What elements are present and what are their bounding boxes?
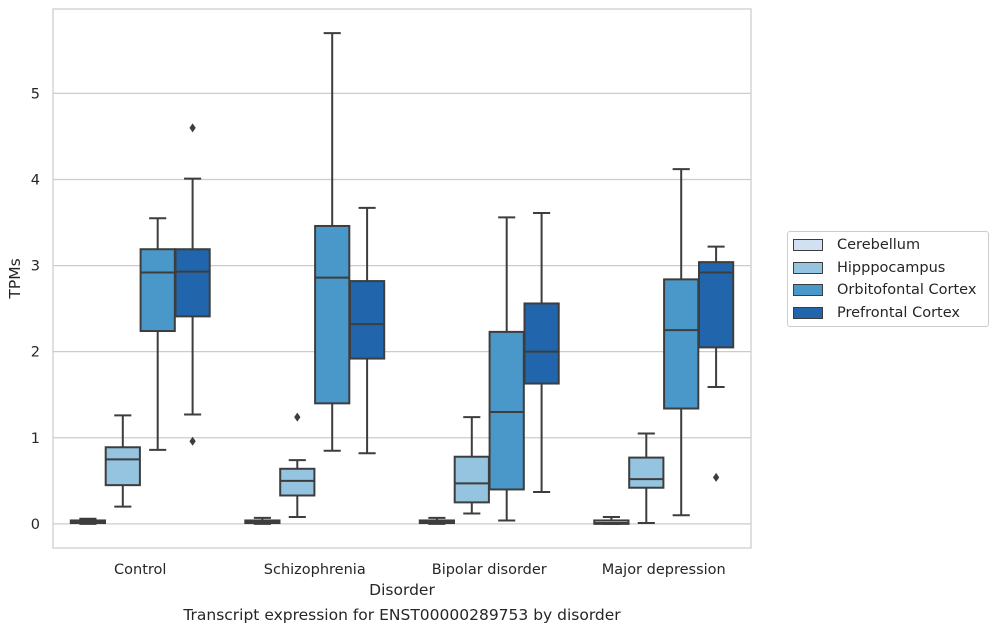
y-tick-label: 4 [31, 172, 40, 188]
y-tick-label: 3 [31, 259, 40, 275]
box-cerebellum-2 [418, 516, 456, 525]
y-tick-label: 0 [31, 517, 40, 533]
legend-swatch [793, 261, 823, 274]
legend-swatch [793, 284, 823, 296]
outlier-point [189, 436, 196, 446]
box-prefrontal-cortex-3 [697, 245, 735, 482]
box-cerebellum-1 [244, 516, 281, 525]
x-tick-label: Control [114, 562, 166, 578]
box-iqr [139, 248, 176, 333]
box-iqr [279, 467, 316, 497]
legend-item: Hipppocampus [793, 258, 945, 278]
legend-item: Prefrontal Cortex [793, 303, 960, 323]
x-tick-label: Schizophrenia [264, 562, 366, 578]
box-orbitofontal-cortex-3 [663, 168, 700, 517]
legend-label: Prefrontal Cortex [837, 304, 960, 321]
legend: Cerebellum Hipppocampus Orbitofontal Corte… [787, 231, 989, 327]
box-orbitofontal-cortex-0 [139, 217, 176, 451]
outlier-point [189, 123, 196, 133]
y-tick-label: 2 [31, 345, 40, 361]
box-iqr [523, 302, 560, 385]
box-hipppocampus-3 [628, 432, 665, 525]
box-iqr [348, 280, 386, 360]
box-iqr [104, 446, 141, 487]
x-axis-ticks: Control Schizophrenia Bipolar disorder Majo… [114, 562, 726, 578]
box-hipppocampus-2 [453, 416, 490, 515]
box-prefrontal-cortex-1 [348, 206, 386, 455]
box-orbitofontal-cortex-1 [314, 32, 351, 452]
plot-frame [52, 8, 752, 549]
outlier-point [294, 412, 301, 422]
box-iqr [697, 261, 735, 349]
box-iqr [314, 224, 351, 405]
legend-item: Cerebellum [793, 235, 920, 255]
legend-label: Hipppocampus [837, 259, 946, 276]
box-cerebellum-3 [593, 516, 630, 525]
y-axis-ticks: 0 1 2 3 4 5 [31, 86, 40, 533]
chart-caption: Transcript expression for ENST0000028975… [183, 606, 621, 624]
x-axis-label: Disorder [369, 581, 435, 599]
box-hipppocampus-0 [104, 414, 141, 508]
y-tick-label: 1 [31, 431, 40, 447]
legend-label: Orbitofontal Cortex [837, 282, 977, 298]
outlier-point [712, 472, 720, 482]
legend-item: Orbitofontal Cortex [793, 280, 976, 300]
box-iqr [453, 455, 490, 504]
box-cerebellum-0 [69, 517, 107, 525]
box-iqr [663, 278, 700, 410]
box-iqr [628, 456, 665, 489]
y-tick-label: 5 [31, 86, 40, 102]
legend-swatch [793, 306, 823, 319]
box-series [69, 32, 735, 525]
box-iqr [174, 248, 211, 318]
box-hipppocampus-1 [279, 412, 316, 519]
box-orbitofontal-cortex-2 [488, 216, 525, 522]
box-prefrontal-cortex-0 [174, 123, 211, 446]
x-tick-label: Bipolar disorder [432, 562, 547, 578]
box-prefrontal-cortex-2 [523, 212, 560, 494]
legend-label: Cerebellum [837, 237, 921, 253]
y-axis-label: TPMs [6, 258, 24, 299]
x-tick-label: Major depression [602, 562, 726, 578]
legend-swatch [793, 239, 823, 251]
box-iqr [488, 330, 525, 491]
